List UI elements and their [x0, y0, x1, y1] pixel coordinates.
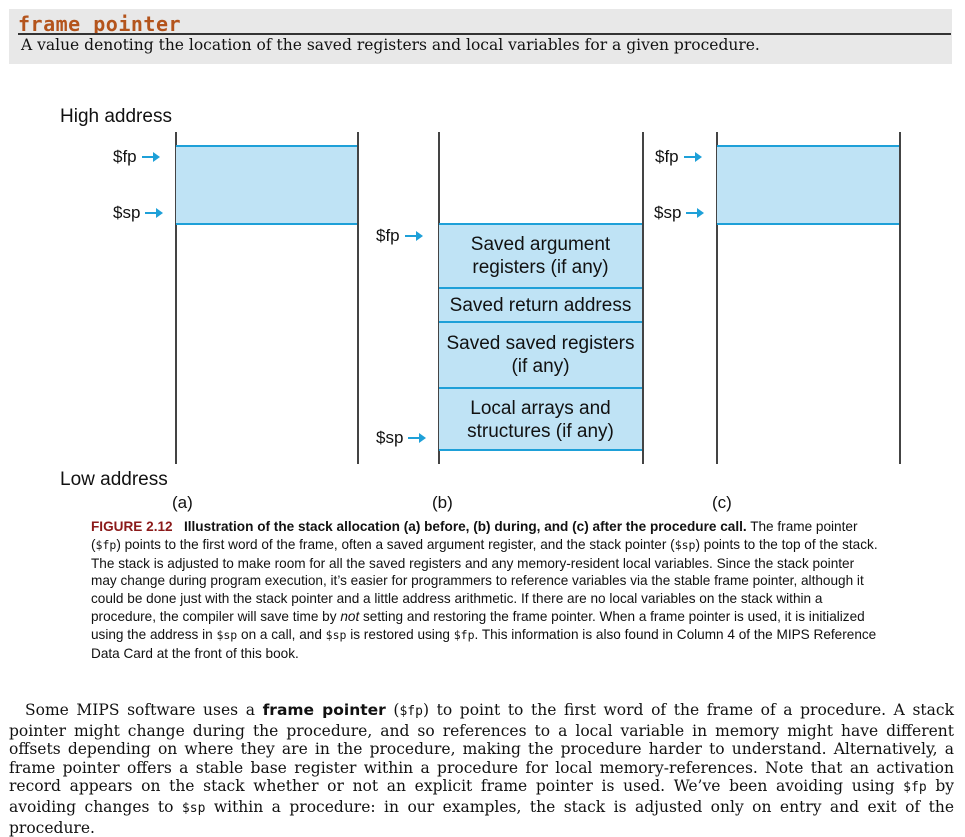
frame-segment: Saved argument registers (if any) [439, 223, 642, 287]
body-text: by avoiding changes to [9, 777, 954, 816]
panel-c-fp-pointer: $fp [655, 147, 702, 167]
panel-c-right-edge [899, 132, 901, 464]
definition-text: A value denoting the location of the sav… [21, 36, 760, 54]
body-text: ( [385, 701, 400, 719]
panel-c-fp-label: $fp [655, 147, 679, 166]
panel-c-label: (c) [712, 493, 732, 512]
caption-text: is restored using [346, 626, 454, 642]
panel-a-label: (a) [172, 493, 193, 512]
panel-a-fp-pointer: $fp [113, 147, 160, 167]
caption-code: $sp [325, 627, 347, 642]
caption-code: $fp [453, 627, 475, 642]
panel-a-sp-pointer: $sp [113, 203, 164, 223]
caption-text: setting and restoring the frame pointer.… [91, 608, 865, 642]
panel-a-left-edge [175, 132, 177, 464]
arrow-right-icon [141, 152, 160, 162]
body-text: Some MIPS software uses a [25, 701, 263, 719]
panel-b-sp-pointer: $sp [376, 428, 427, 448]
panel-a-sp-label: $sp [113, 203, 141, 222]
caption-text: ) points to the first word of the frame,… [116, 536, 675, 552]
body-code: $fp [903, 780, 927, 796]
caption-emphasis: not [340, 608, 360, 624]
panel-b-fp-pointer: $fp [376, 226, 423, 246]
panel-b-right-edge [642, 132, 644, 464]
definition-divider [18, 33, 951, 35]
panel-b-left-edge [438, 132, 440, 464]
arrow-right-icon [683, 152, 702, 162]
arrow-right-icon [404, 231, 423, 241]
arrow-right-icon [408, 433, 427, 443]
panel-c-sp-label: $sp [654, 203, 682, 222]
arrow-right-icon [145, 208, 164, 218]
figure-title: Illustration of the stack allocation (a)… [183, 519, 747, 534]
panel-b-sp-label: $sp [376, 428, 404, 447]
body-paragraph: Some MIPS software uses a frame pointer … [9, 701, 954, 837]
panel-a-right-edge [357, 132, 359, 464]
figure-caption: FIGURE 2.12 Illustration of the stack al… [91, 518, 881, 662]
body-text: within a procedure: in our examples, the… [9, 797, 954, 837]
caption-text: . This information is also found in Colu… [91, 626, 877, 661]
panel-c-caller-frame [717, 145, 899, 225]
figure-number: FIGURE 2.12 [91, 519, 173, 534]
caption-code: $sp [216, 627, 238, 642]
low-address-label: Low address [60, 469, 168, 490]
panel-b-label: (b) [432, 493, 453, 512]
frame-segment: Saved saved registers (if any) [439, 321, 642, 387]
caption-text: The frame pointer ( [91, 519, 858, 552]
body-bold-term: frame pointer [262, 701, 386, 719]
caption-code: $sp [674, 537, 696, 552]
frame-segment: Saved return address [439, 287, 642, 321]
panel-a-fp-label: $fp [113, 147, 137, 166]
caption-code: $fp [95, 537, 117, 552]
high-address-label: High address [60, 106, 172, 127]
frame-segment: Local arrays and structures (if any) [439, 387, 642, 451]
body-text: ) to point to the first word of the fram… [9, 701, 954, 796]
caption-text: ) points to the top of the stack. The st… [91, 536, 878, 624]
arrow-right-icon [686, 208, 705, 218]
definition-box: frame pointer A value denoting the locat… [9, 9, 952, 64]
body-code: $fp [399, 704, 423, 719]
definition-term: frame pointer [18, 12, 182, 36]
panel-b-procedure-frame: Saved argument registers (if any) Saved … [439, 223, 642, 451]
panel-b-fp-label: $fp [376, 226, 400, 245]
panel-c-sp-pointer: $sp [654, 203, 705, 223]
panel-c-left-edge [716, 132, 718, 464]
panel-a-caller-frame [176, 145, 357, 225]
body-code: $sp [181, 800, 206, 816]
caption-text: on a call, and [237, 626, 326, 642]
